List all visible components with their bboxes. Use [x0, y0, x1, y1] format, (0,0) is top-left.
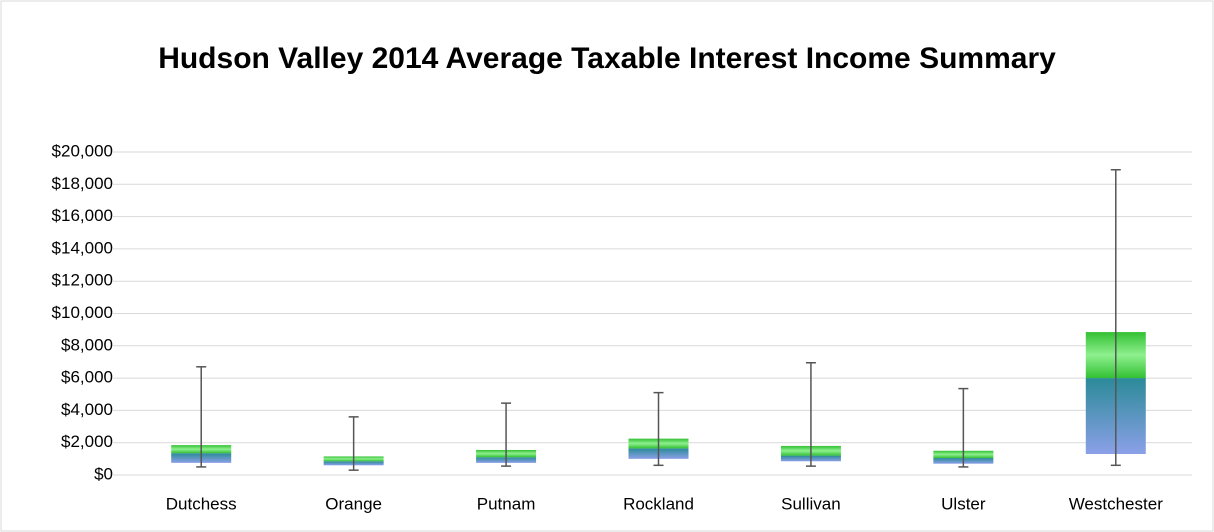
x-tick-label: Rockland — [623, 494, 694, 513]
y-tick-label: $14,000 — [52, 238, 113, 257]
x-tick-label: Ulster — [941, 494, 986, 513]
y-tick-label: $12,000 — [52, 271, 113, 290]
y-tick-label: $0 — [94, 464, 113, 483]
y-tick-label: $2,000 — [61, 432, 113, 451]
x-tick-label: Putnam — [477, 494, 536, 513]
x-tick-label: Westchester — [1069, 494, 1164, 513]
y-tick-label: $10,000 — [52, 303, 113, 322]
y-tick-label: $6,000 — [61, 368, 113, 387]
y-tick-label: $20,000 — [52, 141, 113, 160]
chart-title: Hudson Valley 2014 Average Taxable Inter… — [158, 42, 1056, 75]
y-tick-label: $18,000 — [52, 174, 113, 193]
x-tick-label: Dutchess — [166, 494, 237, 513]
x-tick-label: Orange — [325, 494, 382, 513]
x-tick-label: Sullivan — [781, 494, 841, 513]
y-tick-label: $4,000 — [61, 400, 113, 419]
y-tick-label: $8,000 — [61, 335, 113, 354]
y-tick-label: $16,000 — [52, 206, 113, 225]
